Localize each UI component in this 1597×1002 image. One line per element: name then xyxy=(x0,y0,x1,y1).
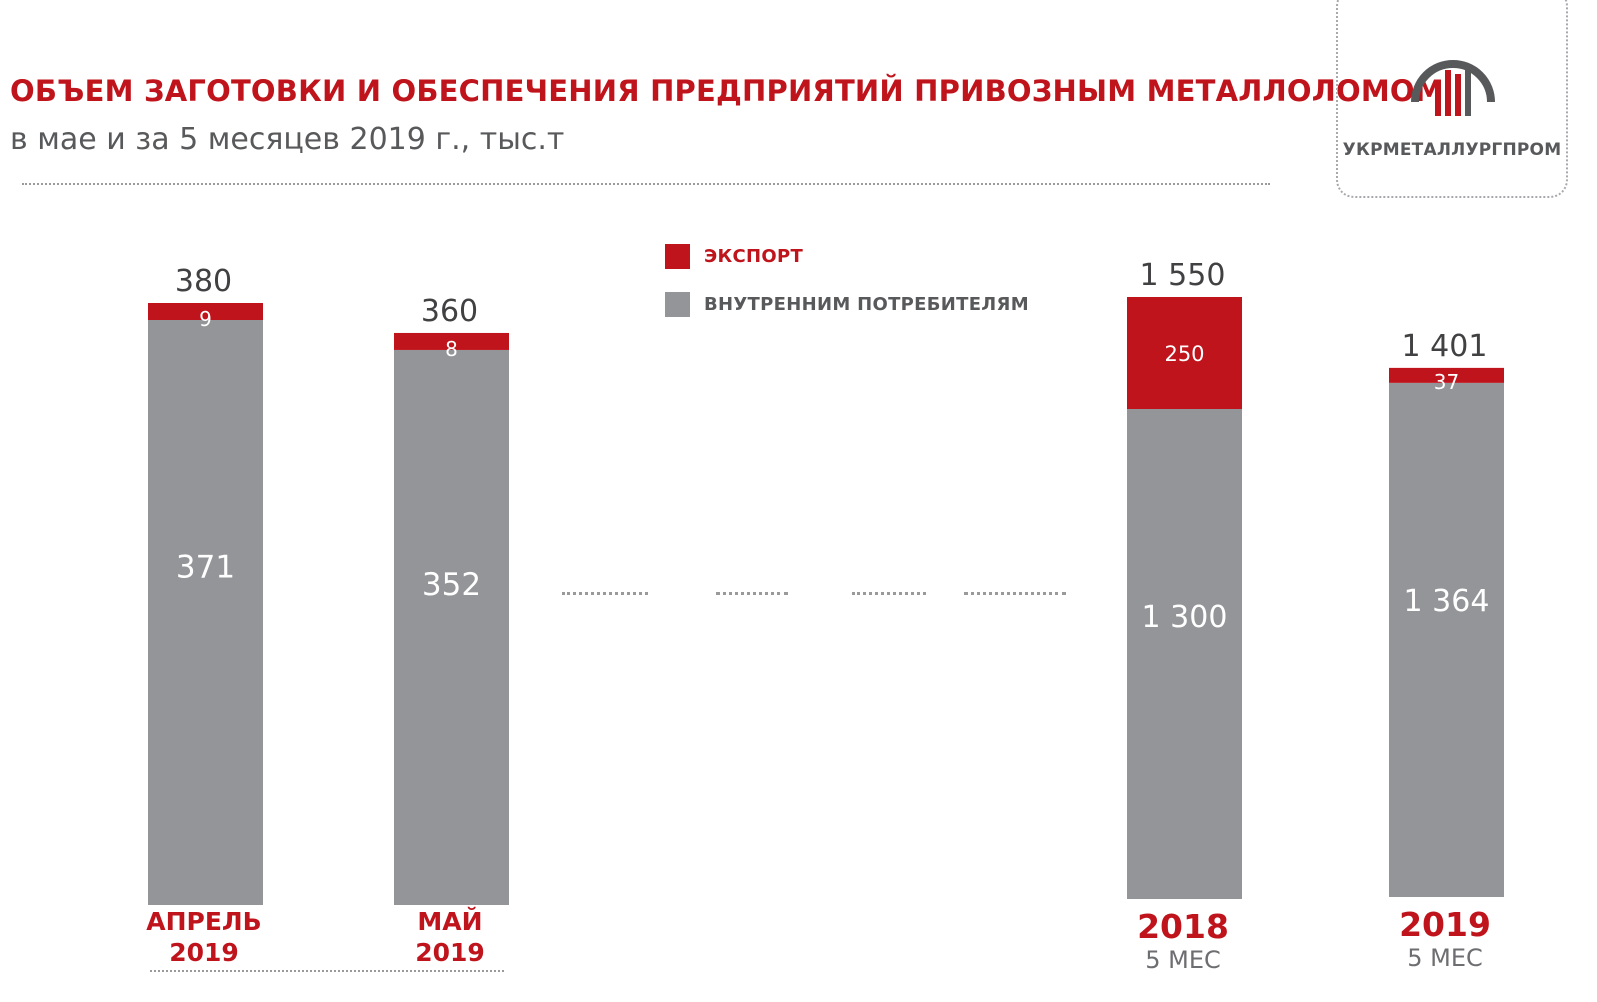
bar-export-2 xyxy=(1127,297,1242,409)
bar-export-3 xyxy=(1389,367,1504,383)
axis-break-dots-4 xyxy=(964,592,1066,595)
label-export-3: 37 xyxy=(1434,370,1459,394)
label-domestic-2: 1 300 xyxy=(1142,600,1228,635)
axis-break-dots-1 xyxy=(562,592,648,595)
bar-export-0 xyxy=(148,303,263,320)
bar-export-1 xyxy=(394,332,509,350)
category-label-0: АПРЕЛЬ 2019 xyxy=(130,906,278,968)
category-label-2: 2018 5 МЕС xyxy=(1109,907,1257,975)
bar-domestic-1 xyxy=(394,349,509,905)
axis-break-dots-2 xyxy=(716,592,788,595)
legend-label-domestic: ВНУТРЕННИМ ПОТРЕБИТЕЛЯМ xyxy=(704,293,1029,315)
label-total-3: 1 401 xyxy=(1402,329,1488,364)
category-label-1-line2: 2019 xyxy=(415,938,485,967)
category-label-2-line1: 2018 xyxy=(1137,907,1229,946)
category-label-3-line1: 2019 xyxy=(1399,905,1491,944)
label-domestic-3: 1 364 xyxy=(1404,584,1490,619)
chart-subtitle: в мае и за 5 месяцев 2019 г., тыс.т xyxy=(10,122,565,157)
legend-swatch-domestic xyxy=(665,291,690,317)
ukrmetallurgprom-logo-icon xyxy=(1411,60,1495,116)
label-total-2: 1 550 xyxy=(1140,258,1226,293)
category-label-3-line2: 5 МЕС xyxy=(1407,944,1483,972)
logo: УКРМЕТАЛЛУРГПРОМ xyxy=(1336,0,1568,198)
label-export-1: 8 xyxy=(445,337,458,361)
label-domestic-1: 352 xyxy=(422,567,481,603)
legend-item-export: ЭКСПОРТ xyxy=(665,243,803,269)
logo-text: УКРМЕТАЛЛУРГПРОМ xyxy=(1342,140,1562,160)
legend-swatch-export xyxy=(665,243,690,269)
category-label-0-line2: 2019 xyxy=(169,938,239,967)
bar-domestic-2 xyxy=(1127,409,1242,899)
category-label-2-line2: 5 МЕС xyxy=(1145,946,1221,974)
label-export-2: 250 xyxy=(1164,342,1204,366)
category-label-3: 2019 5 МЕС xyxy=(1371,905,1519,973)
label-total-0: 380 xyxy=(175,264,232,299)
bar-domestic-3 xyxy=(1389,382,1504,897)
label-total-1: 360 xyxy=(421,294,478,329)
legend-label-export: ЭКСПОРТ xyxy=(704,245,804,267)
category-label-1-line1: МАЙ xyxy=(417,907,483,936)
label-domestic-0: 371 xyxy=(176,550,235,586)
label-export-0: 9 xyxy=(199,307,212,331)
category-label-1: МАЙ 2019 xyxy=(376,906,524,968)
baseline-dots xyxy=(150,970,504,972)
bar-domestic-0 xyxy=(148,320,263,905)
category-label-0-line1: АПРЕЛЬ xyxy=(146,907,262,936)
header-divider xyxy=(22,183,1270,185)
chart-title: ОБЪЕМ ЗАГОТОВКИ И ОБЕСПЕЧЕНИЯ ПРЕДПРИЯТИ… xyxy=(10,74,1444,108)
legend-item-domestic: ВНУТРЕННИМ ПОТРЕБИТЕЛЯМ xyxy=(665,291,1029,317)
axis-break-dots-3 xyxy=(852,592,926,595)
